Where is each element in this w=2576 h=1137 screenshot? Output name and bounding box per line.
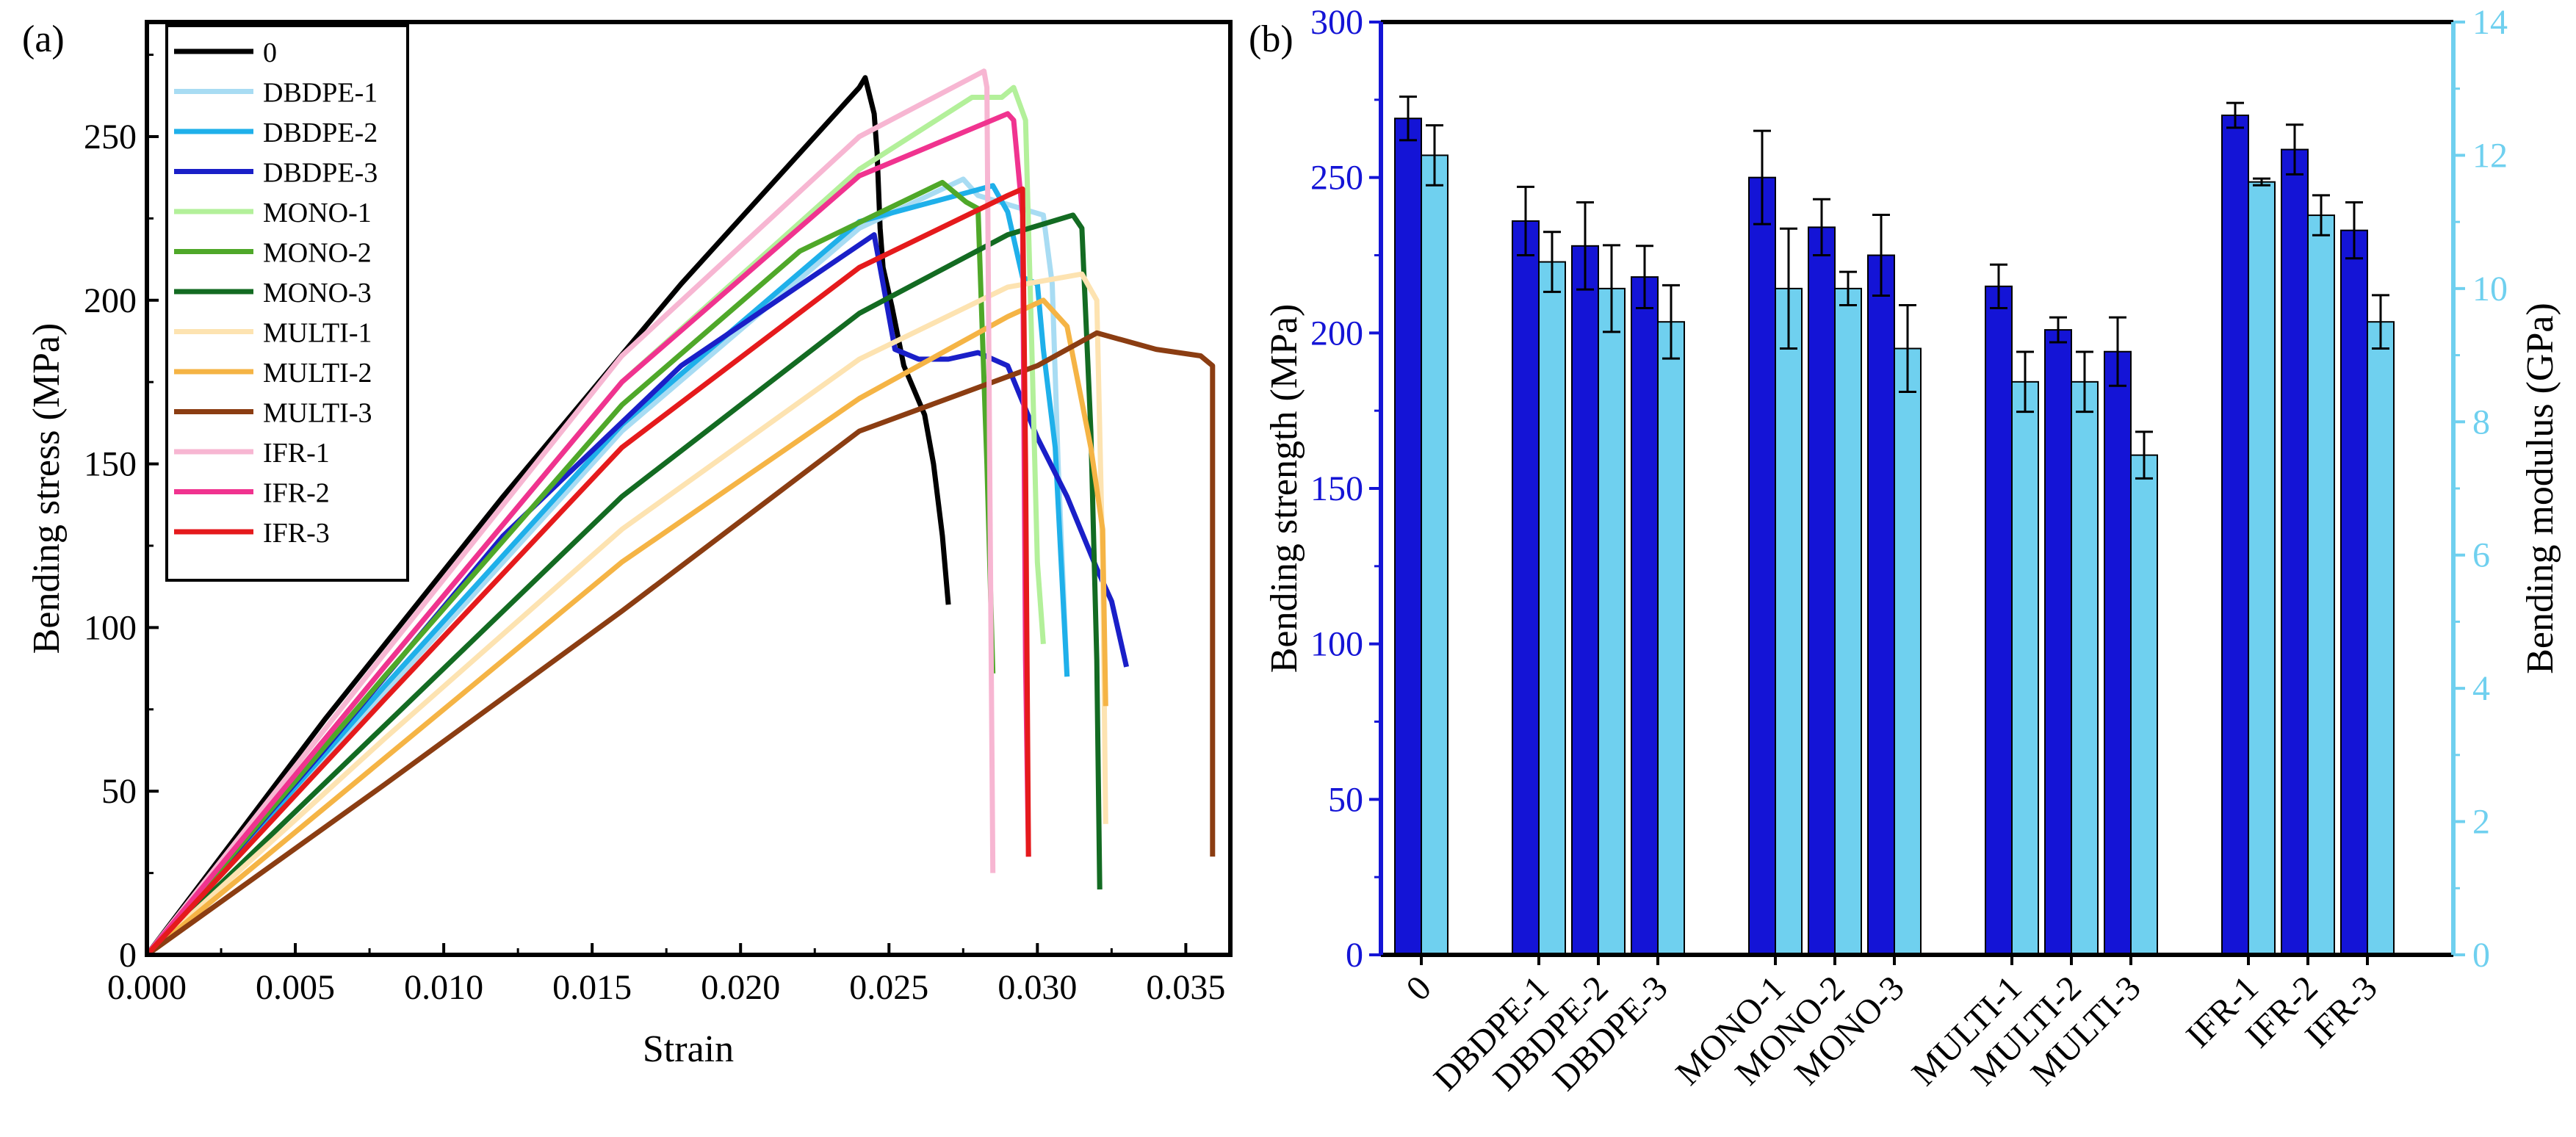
x-tick-label: 0.025 [849,968,928,1007]
panel-b-category-labels: 0DBDPE-1DBDPE-2DBDPE-3MONO-1MONO-2MONO-3… [1399,955,2385,1098]
x-tick-label: 0.030 [997,968,1077,1007]
panel-b-left-ticks: 0 50 100 150 200 250 300 [1310,3,1381,975]
bar-right-ifr-1 [2248,181,2276,956]
x-tick-label: 0.015 [552,968,632,1007]
bar-left-ifr-1 [2221,115,2249,956]
bar-right-multi-1 [2011,380,2039,956]
panel-a-legend: 0 DBDPE-1 DBDPE-2 DBDPE-3 MONO-1 MONO-2 MONO-3… [165,24,409,582]
bar-right-multi-3 [2130,454,2158,956]
legend-label-multi-3: MULTI-3 [263,398,372,429]
right-tick-label: 14 [2472,3,2508,42]
left-tick-label: 300 [1310,3,1363,42]
right-tick-label: 0 [2472,936,2490,975]
bar-left-ifr-3 [2340,229,2368,956]
series-line-mono-3 [145,212,1103,957]
right-tick-label: 10 [2472,270,2508,308]
y-tick-label: 250 [84,118,137,156]
series-line-ifr-1 [145,68,996,957]
left-tick-label: 0 [1346,936,1363,975]
right-tick-label: 8 [2472,403,2490,441]
y-tick-label: 50 [101,772,137,811]
bar-left-mono-2 [1808,226,1836,956]
x-tick-label: 0.020 [701,968,780,1007]
panel-a-plot-frame [145,20,1233,957]
bar-left-multi-1 [1985,285,2013,956]
bar-right-mono-1 [1775,287,1803,956]
x-tick-label: 0.010 [404,968,483,1007]
panel-a-x-ticks: 0.000 0.005 0.010 0.015 0.020 0.025 0.030 0.035 [107,943,1225,1007]
panel-b-right-axis-label: Bending modulus (GPa) [2519,303,2561,674]
right-tick-label: 12 [2472,136,2508,175]
legend-label-mono-3: MONO-3 [263,278,372,308]
legend-label-dbdpe-2: DBDPE-2 [263,118,378,148]
bar-left-0 [1394,118,1422,956]
bar-right-0 [1421,154,1448,956]
legend-label-dbdpe-1: DBDPE-1 [263,78,378,109]
x-tick-label: 0.035 [1146,968,1225,1007]
right-tick-label: 2 [2472,803,2490,842]
legend-label-mono-1: MONO-1 [263,198,372,228]
bar-left-multi-2 [2044,329,2072,956]
bar-right-ifr-3 [2367,321,2395,956]
bar-right-ifr-2 [2307,214,2335,956]
panel-a-line-chart: (a) 0.000 0.005 0.010 0.015 0.020 0.025 0.030 0… [22,18,1233,1070]
legend-label-multi-2: MULTI-2 [263,358,372,389]
series-line-dbdpe-1 [145,176,1070,957]
legend-label-ifr-2: IFR-2 [263,478,330,509]
right-tick-label: 4 [2472,669,2490,708]
panel-a-x-axis-label: Strain [643,1028,734,1070]
x-tick-label: 0.000 [107,968,187,1007]
left-tick-label: 150 [1310,469,1363,508]
series-line-multi-1 [145,271,1108,957]
legend-label-mono-2: MONO-2 [263,238,372,269]
x-tick-label: 0.005 [256,968,335,1007]
bar-left-dbdpe-1 [1512,220,1540,956]
bar-right-dbdpe-2 [1598,287,1626,956]
right-tick-label: 6 [2472,536,2490,575]
bar-right-mono-3 [1894,347,1922,956]
bar-left-dbdpe-2 [1571,245,1599,956]
y-tick-label: 100 [84,608,137,647]
series-line-dbdpe-2 [145,183,1070,957]
legend-label-dbdpe-3: DBDPE-3 [263,158,378,189]
category-label-0: 0 [1399,968,1438,1008]
y-tick-label: 0 [119,936,137,975]
bar-right-dbdpe-3 [1657,321,1685,956]
bar-left-dbdpe-3 [1631,276,1659,956]
series-line-mono-2 [145,179,996,957]
legend-label-ifr-1: IFR-1 [263,438,330,469]
left-tick-label: 100 [1310,625,1363,664]
series-line-multi-3 [145,330,1216,957]
stress-strain-curves [145,68,1216,957]
legend-box [165,24,409,582]
panel-b-right-ticks: 0 2 4 6 8 10 12 14 [2453,3,2508,975]
panel-a-label: (a) [22,18,65,60]
left-tick-label: 200 [1310,314,1363,353]
bar-left-multi-3 [2104,350,2132,956]
left-tick-label: 50 [1328,780,1363,819]
bar-right-dbdpe-1 [1538,261,1566,956]
bar-left-mono-3 [1867,254,1895,956]
bar-left-mono-1 [1748,176,1776,956]
panel-a-y-ticks: 0 50 100 150 200 250 [84,54,159,975]
legend-label-multi-1: MULTI-1 [263,318,372,349]
bar-right-mono-2 [1834,287,1862,956]
bending-bars [1394,95,2395,956]
panel-b-left-axis-label: Bending strength (MPa) [1263,304,1305,674]
panel-a-y-axis-label: Bending stress (MPa) [26,323,68,654]
y-tick-label: 200 [84,281,137,320]
y-tick-label: 150 [84,445,137,484]
panel-b-label: (b) [1249,18,1294,60]
legend-label-0: 0 [263,37,277,68]
panel-b-bar-chart: (b) 0 50 100 150 200 250 300 0 2 4 6 8 10 12 14 0DBDP… [1249,3,2561,1098]
left-tick-label: 250 [1310,159,1363,198]
legend-label-ifr-3: IFR-3 [263,518,330,549]
series-line-ifr-3 [145,186,1031,957]
bar-left-ifr-2 [2281,148,2309,956]
bar-right-multi-2 [2071,380,2099,956]
